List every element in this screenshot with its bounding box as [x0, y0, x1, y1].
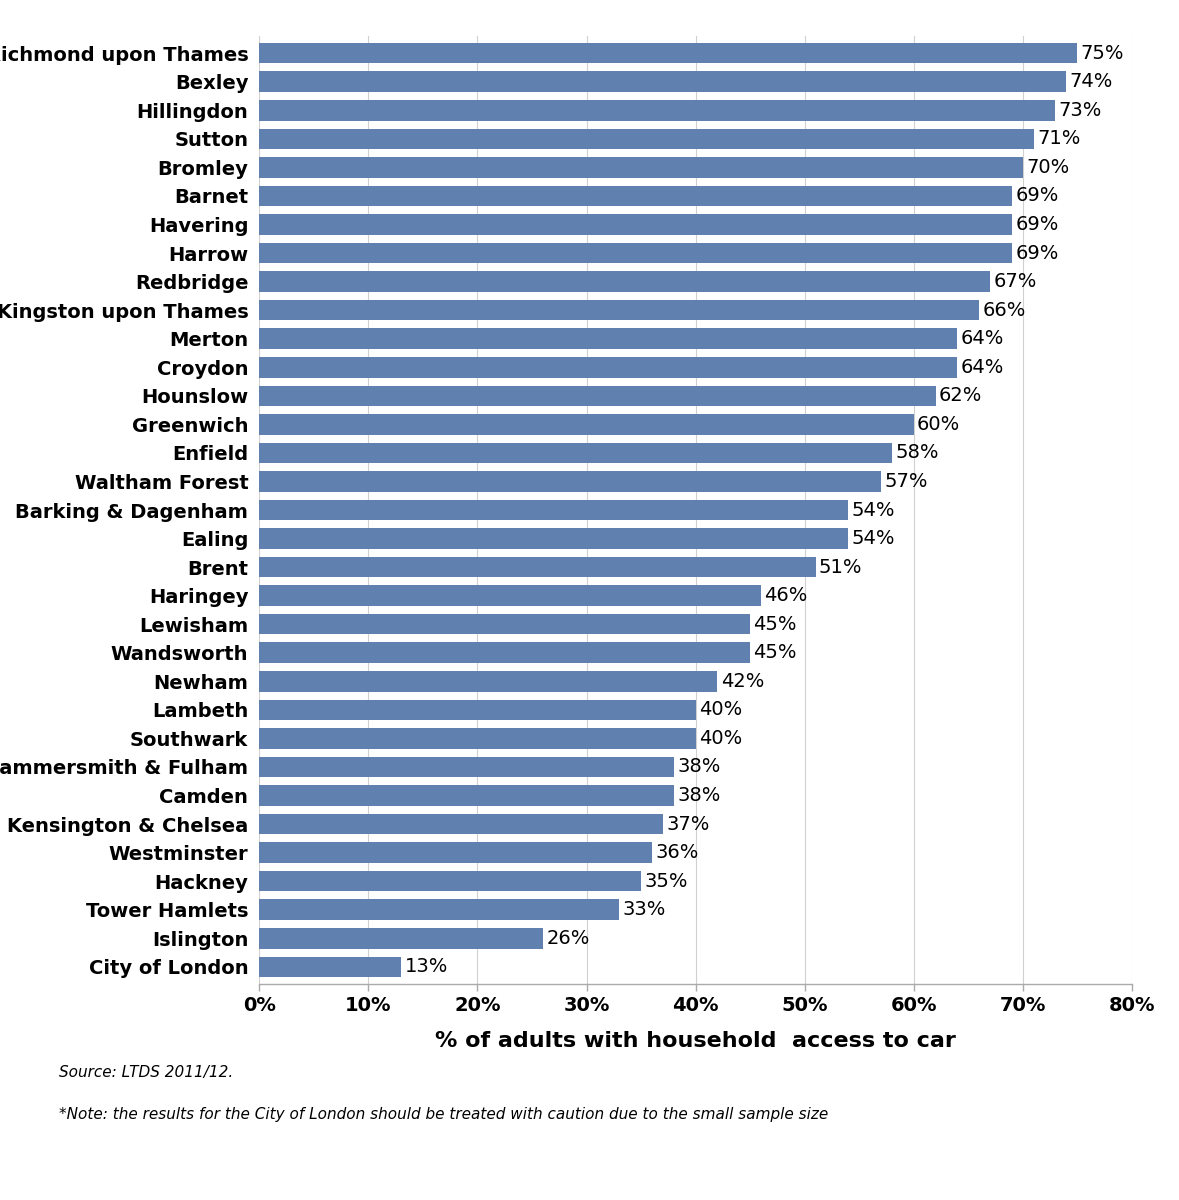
Text: 38%: 38% — [677, 757, 720, 776]
Text: 51%: 51% — [819, 558, 862, 577]
Text: 69%: 69% — [1015, 215, 1059, 234]
Bar — [259, 528, 848, 548]
Bar — [259, 100, 1055, 120]
Text: 60%: 60% — [917, 415, 960, 434]
Bar — [259, 43, 1078, 64]
Bar — [259, 557, 816, 577]
Text: 57%: 57% — [884, 472, 928, 491]
Text: 70%: 70% — [1026, 158, 1069, 176]
Bar — [259, 443, 891, 463]
Text: 69%: 69% — [1015, 244, 1059, 263]
Bar — [259, 814, 663, 834]
Bar — [259, 385, 936, 406]
Bar — [259, 157, 1022, 178]
Bar — [259, 214, 1012, 235]
Bar — [259, 642, 750, 664]
Text: 54%: 54% — [851, 529, 895, 548]
Bar — [259, 671, 717, 691]
Bar — [259, 72, 1066, 92]
Text: 74%: 74% — [1069, 72, 1113, 91]
Text: 35%: 35% — [645, 871, 687, 890]
Text: 75%: 75% — [1081, 43, 1124, 62]
Bar — [259, 728, 696, 749]
Bar — [259, 586, 762, 606]
Text: 40%: 40% — [699, 728, 742, 748]
Text: 71%: 71% — [1038, 130, 1080, 149]
Bar — [259, 871, 641, 892]
Text: 36%: 36% — [656, 844, 699, 862]
Text: Source: LTDS 2011/12.: Source: LTDS 2011/12. — [59, 1066, 233, 1080]
Text: 54%: 54% — [851, 500, 895, 520]
Bar — [259, 956, 401, 977]
Text: 37%: 37% — [666, 815, 710, 834]
Text: 67%: 67% — [994, 272, 1036, 292]
Bar — [259, 356, 957, 378]
Text: 13%: 13% — [404, 958, 448, 977]
X-axis label: % of adults with household  access to car: % of adults with household access to car — [435, 1032, 956, 1051]
Bar — [259, 329, 957, 349]
Text: 58%: 58% — [895, 443, 938, 462]
Bar — [259, 472, 881, 492]
Text: 42%: 42% — [720, 672, 764, 691]
Text: 66%: 66% — [982, 301, 1026, 319]
Bar — [259, 186, 1012, 206]
Text: 45%: 45% — [753, 643, 797, 662]
Bar — [259, 700, 696, 720]
Text: 38%: 38% — [677, 786, 720, 805]
Bar — [259, 757, 673, 778]
Text: 40%: 40% — [699, 701, 742, 719]
Text: 69%: 69% — [1015, 186, 1059, 205]
Text: 64%: 64% — [961, 329, 1005, 348]
Bar — [259, 900, 619, 920]
Bar — [259, 414, 914, 434]
Text: 26%: 26% — [546, 929, 590, 948]
Bar — [259, 128, 1034, 149]
Text: 45%: 45% — [753, 614, 797, 634]
Bar — [259, 499, 848, 521]
Text: 46%: 46% — [764, 586, 808, 605]
Bar — [259, 785, 673, 806]
Text: 64%: 64% — [961, 358, 1005, 377]
Bar — [259, 300, 979, 320]
Text: 62%: 62% — [938, 386, 982, 406]
Bar — [259, 242, 1012, 263]
Bar — [259, 271, 990, 292]
Text: 73%: 73% — [1059, 101, 1102, 120]
Bar — [259, 614, 750, 635]
Bar — [259, 928, 542, 948]
Text: *Note: the results for the City of London should be treated with caution due to : *Note: the results for the City of Londo… — [59, 1106, 828, 1122]
Text: 33%: 33% — [623, 900, 666, 919]
Bar — [259, 842, 652, 863]
